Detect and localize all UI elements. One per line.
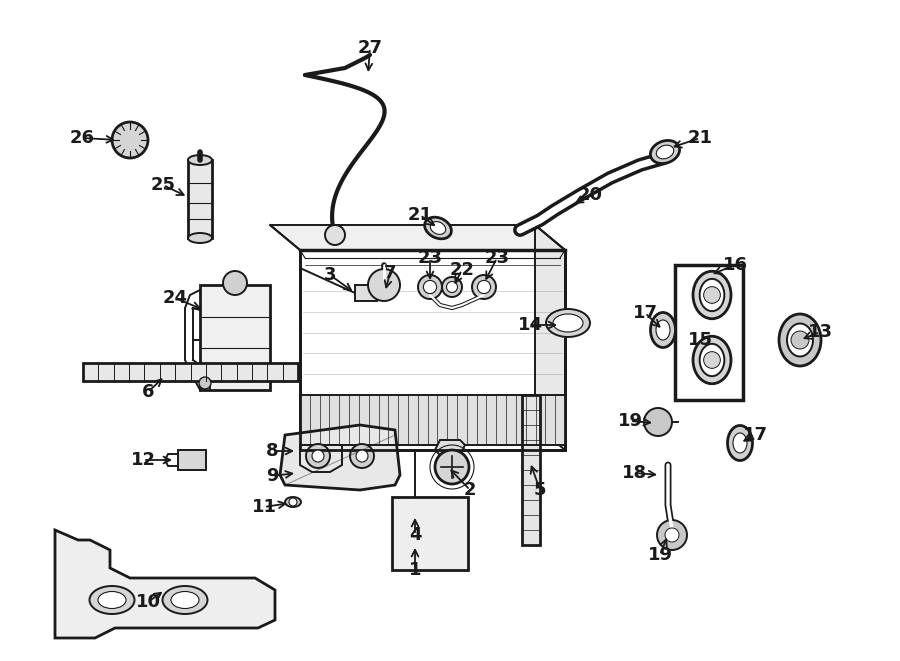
- Circle shape: [112, 122, 148, 158]
- Polygon shape: [280, 425, 400, 490]
- Circle shape: [704, 352, 720, 368]
- Text: 19: 19: [647, 546, 672, 564]
- Ellipse shape: [89, 586, 134, 614]
- Text: 27: 27: [357, 39, 382, 57]
- Circle shape: [423, 280, 436, 293]
- Bar: [200, 285, 270, 390]
- Circle shape: [325, 225, 345, 245]
- Bar: [522, 395, 540, 545]
- Circle shape: [657, 520, 687, 550]
- Ellipse shape: [546, 309, 590, 337]
- Text: 24: 24: [163, 289, 187, 307]
- Circle shape: [704, 287, 720, 303]
- Bar: [300, 395, 565, 445]
- Text: 17: 17: [633, 304, 658, 322]
- Ellipse shape: [98, 592, 126, 609]
- Circle shape: [368, 269, 400, 301]
- Ellipse shape: [188, 233, 212, 243]
- Ellipse shape: [656, 145, 674, 159]
- Text: 17: 17: [742, 426, 768, 444]
- Text: 1: 1: [409, 561, 421, 579]
- Ellipse shape: [699, 279, 725, 311]
- Text: 16: 16: [723, 256, 748, 274]
- Ellipse shape: [656, 320, 670, 340]
- Text: 14: 14: [518, 316, 543, 334]
- Circle shape: [306, 444, 330, 468]
- Ellipse shape: [163, 586, 208, 614]
- Polygon shape: [270, 225, 565, 250]
- Circle shape: [223, 271, 247, 295]
- Ellipse shape: [733, 433, 747, 453]
- Circle shape: [350, 444, 374, 468]
- Text: 18: 18: [623, 464, 648, 482]
- Circle shape: [289, 498, 297, 506]
- Polygon shape: [435, 440, 465, 455]
- Text: 13: 13: [807, 323, 833, 341]
- Bar: [355, 285, 377, 301]
- Bar: [675, 265, 743, 400]
- Text: 9: 9: [266, 467, 278, 485]
- Ellipse shape: [779, 314, 821, 366]
- Ellipse shape: [553, 314, 583, 332]
- Text: 15: 15: [688, 331, 713, 349]
- Ellipse shape: [188, 155, 212, 165]
- Ellipse shape: [727, 426, 752, 461]
- Circle shape: [791, 331, 809, 349]
- Ellipse shape: [651, 140, 680, 163]
- Ellipse shape: [693, 271, 731, 319]
- Circle shape: [446, 282, 457, 293]
- Circle shape: [418, 275, 442, 299]
- Polygon shape: [55, 530, 275, 638]
- Circle shape: [665, 528, 679, 542]
- Text: 11: 11: [251, 498, 276, 516]
- Circle shape: [199, 377, 211, 389]
- Circle shape: [442, 277, 462, 297]
- Text: 25: 25: [150, 176, 176, 194]
- Polygon shape: [392, 497, 468, 570]
- Text: 19: 19: [617, 412, 643, 430]
- Text: 5: 5: [534, 481, 546, 499]
- Text: 7: 7: [383, 264, 396, 282]
- Text: 6: 6: [142, 383, 154, 401]
- Text: 23: 23: [484, 249, 509, 267]
- Text: 10: 10: [136, 593, 160, 611]
- Text: 26: 26: [69, 129, 94, 147]
- Ellipse shape: [693, 336, 731, 384]
- Bar: [178, 450, 206, 470]
- Polygon shape: [300, 250, 565, 450]
- Circle shape: [312, 450, 324, 462]
- Ellipse shape: [787, 323, 813, 356]
- Bar: [188, 160, 212, 238]
- Circle shape: [472, 275, 496, 299]
- Circle shape: [477, 280, 490, 293]
- Text: 2: 2: [464, 481, 476, 499]
- Bar: [376, 278, 392, 290]
- Ellipse shape: [699, 344, 725, 376]
- Ellipse shape: [425, 217, 452, 239]
- Ellipse shape: [651, 313, 676, 348]
- Text: 22: 22: [449, 261, 474, 279]
- Text: 21: 21: [688, 129, 713, 147]
- Polygon shape: [300, 445, 342, 472]
- Circle shape: [435, 450, 469, 484]
- Text: 8: 8: [266, 442, 278, 460]
- Circle shape: [644, 408, 672, 436]
- Bar: [83, 363, 298, 381]
- Text: 23: 23: [418, 249, 443, 267]
- Text: 20: 20: [578, 186, 602, 204]
- Ellipse shape: [285, 497, 301, 507]
- Text: 3: 3: [324, 266, 337, 284]
- Ellipse shape: [430, 221, 446, 235]
- Ellipse shape: [171, 592, 199, 609]
- Polygon shape: [535, 225, 565, 450]
- Text: 12: 12: [130, 451, 156, 469]
- Text: 21: 21: [408, 206, 433, 224]
- Circle shape: [356, 450, 368, 462]
- Text: 4: 4: [409, 526, 421, 544]
